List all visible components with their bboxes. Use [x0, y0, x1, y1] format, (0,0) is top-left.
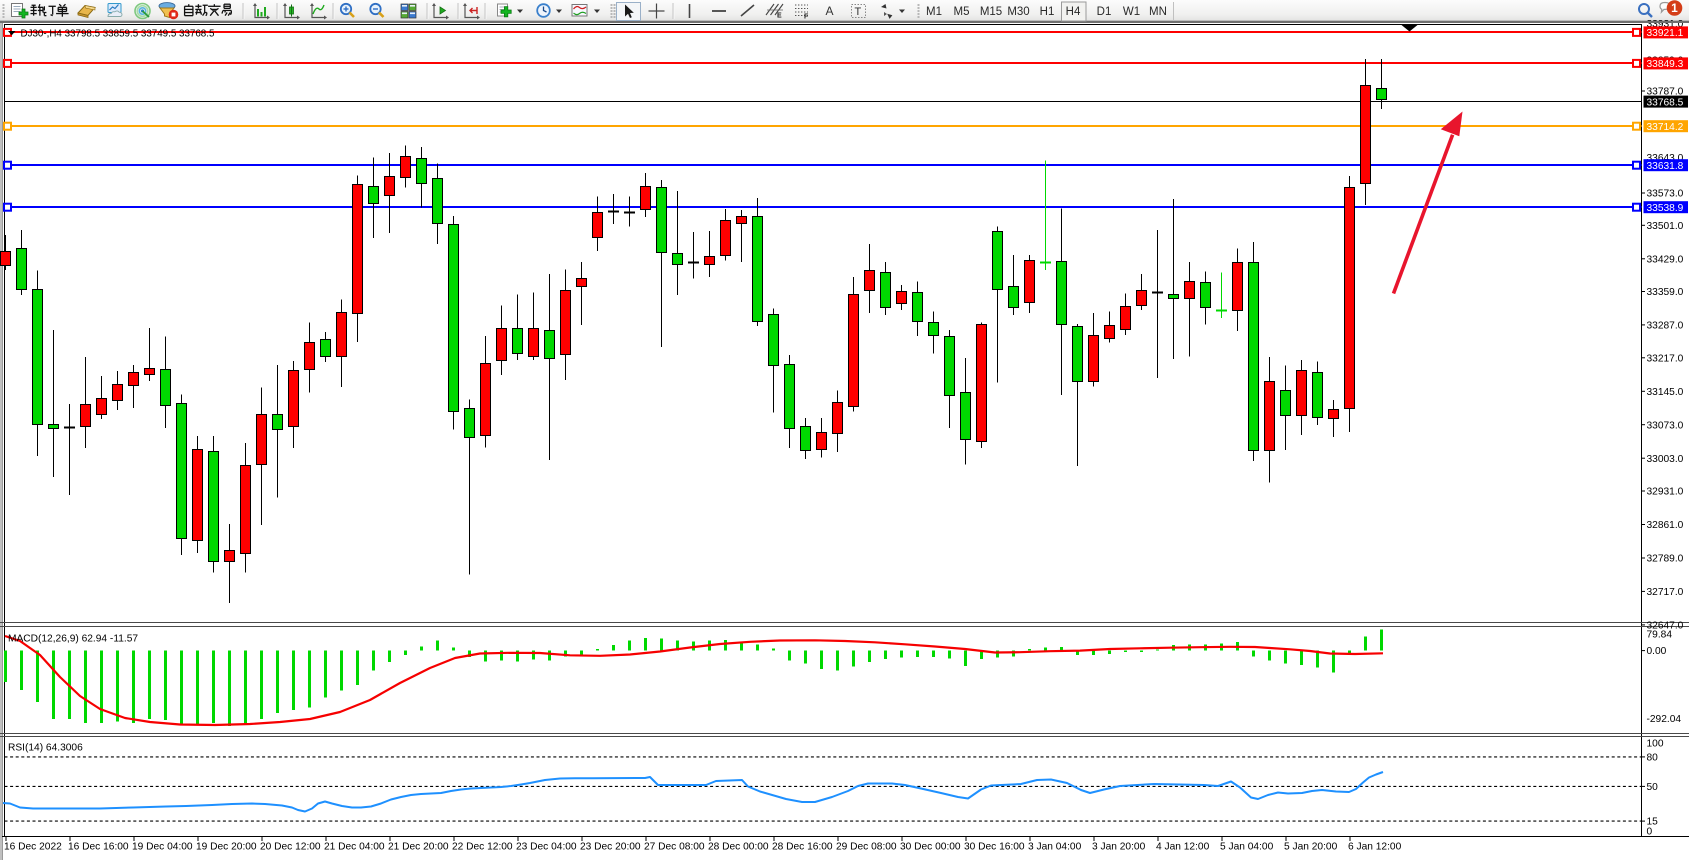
svg-text:33429.0: 33429.0: [1647, 254, 1684, 265]
svg-text:32647.0: 32647.0: [1647, 621, 1684, 632]
svg-text:33643.0: 33643.0: [1647, 153, 1684, 164]
svg-text:D1: D1: [1097, 6, 1112, 18]
svg-text:29 Dec 08:00: 29 Dec 08:00: [836, 842, 897, 853]
svg-text:M1: M1: [926, 6, 942, 18]
svg-text:M5: M5: [954, 6, 970, 18]
svg-text:21 Dec 04:00: 21 Dec 04:00: [324, 842, 385, 853]
svg-text:32931.0: 32931.0: [1647, 487, 1684, 498]
svg-text:19 Dec 20:00: 19 Dec 20:00: [196, 842, 257, 853]
svg-text:33714.2: 33714.2: [1647, 122, 1684, 133]
svg-text:33631.8: 33631.8: [1647, 161, 1684, 172]
svg-text:33538.9: 33538.9: [1647, 203, 1684, 214]
svg-text:M15: M15: [980, 6, 1002, 18]
svg-text:33359.0: 33359.0: [1647, 287, 1684, 298]
svg-text:100: 100: [1647, 739, 1664, 750]
svg-text:32717.0: 32717.0: [1647, 587, 1684, 598]
svg-text:30 Dec 16:00: 30 Dec 16:00: [964, 842, 1025, 853]
svg-text:33768.5: 33768.5: [1647, 97, 1684, 108]
svg-text:16 Dec 16:00: 16 Dec 16:00: [68, 842, 129, 853]
svg-text:0.00: 0.00: [1647, 646, 1667, 657]
svg-text:23 Dec 04:00: 23 Dec 04:00: [516, 842, 577, 853]
svg-text:W1: W1: [1123, 6, 1140, 18]
svg-text:33921.1: 33921.1: [1647, 28, 1684, 39]
svg-text:19 Dec 04:00: 19 Dec 04:00: [132, 842, 193, 853]
svg-text:MN: MN: [1149, 6, 1167, 18]
svg-text:33573.0: 33573.0: [1647, 189, 1684, 200]
svg-text:22 Dec 12:00: 22 Dec 12:00: [452, 842, 513, 853]
svg-text:15: 15: [1647, 817, 1659, 828]
svg-text:30 Dec 00:00: 30 Dec 00:00: [900, 842, 961, 853]
svg-text:33501.0: 33501.0: [1647, 221, 1684, 232]
svg-text:33073.0: 33073.0: [1647, 420, 1684, 431]
svg-text:80: 80: [1647, 753, 1659, 764]
svg-text:28 Dec 16:00: 28 Dec 16:00: [772, 842, 833, 853]
svg-text:-292.04: -292.04: [1647, 714, 1682, 725]
svg-text:33145.0: 33145.0: [1647, 387, 1684, 398]
svg-text:32861.0: 32861.0: [1647, 520, 1684, 531]
svg-text:4 Jan 12:00: 4 Jan 12:00: [1156, 842, 1210, 853]
svg-text:21 Dec 20:00: 21 Dec 20:00: [388, 842, 449, 853]
svg-text:16 Dec 2022: 16 Dec 2022: [4, 842, 62, 853]
svg-text:28 Dec 00:00: 28 Dec 00:00: [708, 842, 769, 853]
svg-text:27 Dec 08:00: 27 Dec 08:00: [644, 842, 705, 853]
svg-text:33849.3: 33849.3: [1647, 59, 1684, 70]
svg-text:H4: H4: [1066, 6, 1081, 18]
svg-text:32789.0: 32789.0: [1647, 554, 1684, 565]
svg-text:0: 0: [1647, 827, 1653, 838]
svg-text:20 Dec 12:00: 20 Dec 12:00: [260, 842, 321, 853]
svg-text:DJ30-,H4 33798.5 33859.5 3374: DJ30-,H4 33798.5 33859.5 33749.5 33768.5: [21, 28, 215, 39]
svg-text:T: T: [855, 6, 862, 18]
svg-text:33003.0: 33003.0: [1647, 454, 1684, 465]
svg-text:79.84: 79.84: [1647, 630, 1673, 641]
svg-text:1: 1: [1671, 1, 1678, 15]
svg-text:33287.0: 33287.0: [1647, 321, 1684, 332]
svg-text:A: A: [826, 4, 834, 18]
svg-text:RSI(14) 64.3006: RSI(14) 64.3006: [8, 743, 83, 754]
svg-text:23 Dec 20:00: 23 Dec 20:00: [580, 842, 641, 853]
svg-text:E: E: [777, 13, 782, 20]
svg-text:F: F: [804, 14, 809, 21]
svg-text:MACD(12,26,9) 62.94 -11.57: MACD(12,26,9) 62.94 -11.57: [8, 634, 138, 645]
svg-text:6 Jan 12:00: 6 Jan 12:00: [1348, 842, 1402, 853]
svg-text:33217.0: 33217.0: [1647, 353, 1684, 364]
svg-text:33931.0: 33931.0: [1647, 19, 1684, 30]
svg-text:5 Jan 04:00: 5 Jan 04:00: [1220, 842, 1274, 853]
svg-text:50: 50: [1647, 782, 1659, 793]
svg-text:3 Jan 20:00: 3 Jan 20:00: [1092, 842, 1146, 853]
svg-text:3 Jan 04:00: 3 Jan 04:00: [1028, 842, 1082, 853]
svg-text:33787.0: 33787.0: [1647, 87, 1684, 98]
svg-text:H1: H1: [1040, 6, 1055, 18]
svg-text:5 Jan 20:00: 5 Jan 20:00: [1284, 842, 1338, 853]
svg-text:M30: M30: [1007, 6, 1029, 18]
